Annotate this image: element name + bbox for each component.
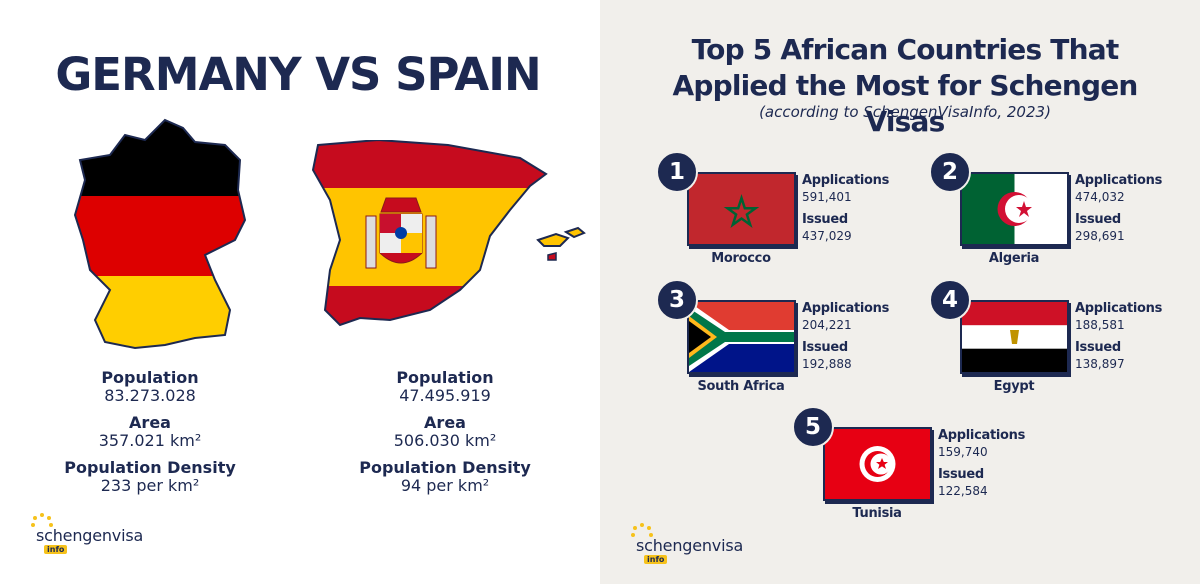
logo-tag: info [644,555,668,564]
flag [823,427,932,501]
issued: 138,897 [1075,357,1125,371]
area: 506.030 km² [393,431,497,450]
applications: 159,740 [938,445,988,459]
spain-map [311,140,586,327]
applications-label: Applications [802,301,890,316]
issued-label: Issued [1075,340,1121,355]
issued-label: Issued [802,212,848,227]
country-name: Morocco [711,251,771,266]
germany-map [73,118,247,350]
density: 233 per km² [100,476,200,495]
left-panel: GERMANY VS SPAIN [31,48,586,554]
right-panel: Top 5 African Countries That Applied the… [600,0,1200,584]
applications: 204,221 [802,318,852,332]
title: Top 5 African Countries That Applied the… [672,33,1138,138]
rank: 3 [656,279,698,321]
rank: 2 [929,151,971,193]
rank: 5 [792,406,834,448]
applications-label: Applications [1075,301,1163,316]
subtitle: (according to SchengenVisaInfo, 2023) [759,103,1051,121]
density: 94 per km² [400,476,490,495]
issued: 298,691 [1075,229,1125,243]
density-label: Population Density [64,458,236,477]
area-label: Area [129,413,171,432]
logo-tag: info [44,545,68,554]
applications: 591,401 [802,190,852,204]
country-name: Egypt [993,379,1035,394]
logo-text: schengenvisa [636,536,744,555]
population-label: Population [396,368,494,387]
country-name: Algeria [988,251,1040,266]
title: GERMANY VS SPAIN [55,48,541,101]
issued: 122,584 [938,484,988,498]
logo-stars [631,523,653,537]
applications-label: Applications [1075,173,1163,188]
population: 47.495.919 [399,386,491,405]
population-label: Population [101,368,199,387]
rank: 1 [656,151,698,193]
population: 83.273.028 [104,386,196,405]
applications-label: Applications [802,173,890,188]
density-label: Population Density [359,458,531,477]
logo-text: schengenvisa [36,526,144,545]
area-label: Area [424,413,466,432]
issued-label: Issued [938,467,984,482]
flag [687,172,796,246]
rank: 4 [929,279,971,321]
area: 357.021 km² [98,431,202,450]
flag [960,172,1069,246]
applications: 188,581 [1075,318,1125,332]
issued: 437,029 [802,229,852,243]
logo-stars [31,513,53,527]
applications: 474,032 [1075,190,1125,204]
country-name: South Africa [697,379,785,394]
applications-label: Applications [938,428,1026,443]
flag [960,300,1069,374]
issued: 192,888 [802,357,852,371]
issued-label: Issued [1075,212,1121,227]
country-name: Tunisia [852,506,902,521]
issued-label: Issued [802,340,848,355]
flag [687,300,796,374]
